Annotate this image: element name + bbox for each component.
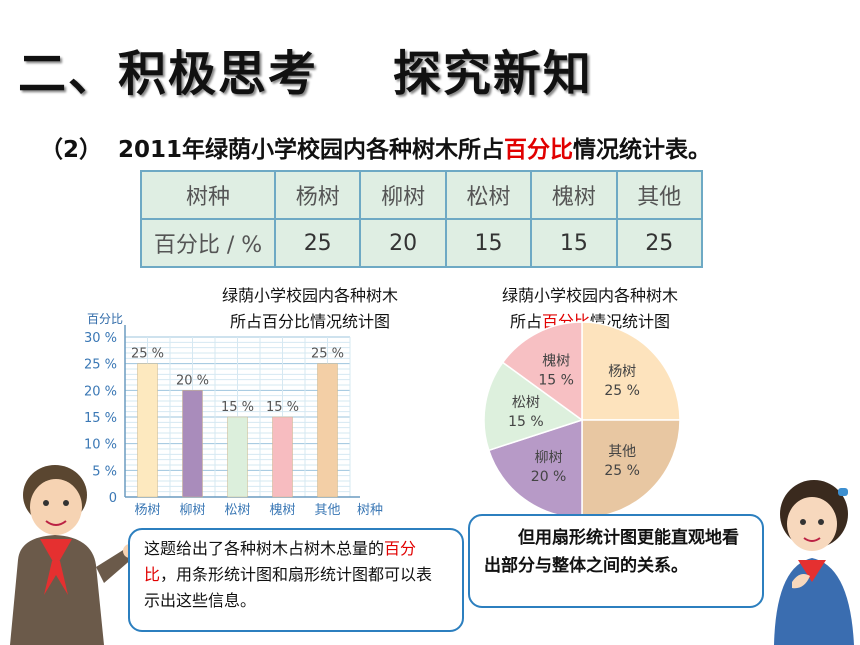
bar-value-label: 15 % bbox=[266, 400, 299, 415]
bar-chart-title: 绿荫小学校园内各种树木 所占百分比情况统计图 bbox=[185, 283, 435, 335]
pie-chart: 杨树 25 % 其他 25 % 柳树 20 % 松树 15 % 槐树 15 % bbox=[483, 321, 681, 519]
percentage-table: 树种 杨树 柳树 松树 槐树 其他 百分比 / % 25 20 15 15 25 bbox=[140, 170, 704, 268]
bar bbox=[272, 416, 293, 498]
y-tick-label: 10 % bbox=[84, 438, 117, 453]
pie-chart-title: 绿荫小学校园内各种树木 所占百分比情况统计图 bbox=[470, 283, 710, 335]
bubble-left-text2: ，用条形统计图和扇形统计图都可以表示出这些信息。 bbox=[144, 565, 433, 610]
bar-title-line2: 所占百分比情况统计图 bbox=[229, 312, 390, 331]
page-heading: 二、积极思考 探究新知 bbox=[18, 46, 593, 102]
table-cell: 杨树 bbox=[273, 170, 362, 220]
table-cell: 百分比 / % bbox=[140, 218, 276, 268]
speech-bubble-left: 这题给出了各种树木占树木总量的百分比，用条形统计图和扇形统计图都可以表示出这些信… bbox=[128, 528, 464, 632]
pie-value-label: 15 % bbox=[538, 372, 574, 388]
bar-value-label: 20 % bbox=[176, 373, 209, 388]
subtitle-highlight: 百分比 bbox=[504, 137, 574, 163]
pie-slice bbox=[483, 361, 584, 452]
bar-chart: 0 5 % 10 % 15 % 20 % 25 % 30 % 百分比 25 % 杨树 20 % 柳树 1… bbox=[84, 312, 383, 518]
bar-value-label: 25 % bbox=[131, 347, 164, 362]
bar bbox=[137, 363, 158, 498]
pie-slice bbox=[501, 321, 583, 422]
table-header-row: 树种 杨树 柳树 松树 槐树 其他 bbox=[140, 170, 704, 220]
table-cell: 25 bbox=[273, 218, 362, 268]
speech-bubble-right: 但用扇形统计图更能直观地看出部分与整体之间的关系。 bbox=[468, 514, 764, 608]
table-row: 百分比 / % 25 20 15 15 25 bbox=[140, 218, 704, 268]
pie-value-label: 25 % bbox=[604, 463, 640, 479]
x-axis-label: 树种 bbox=[357, 503, 383, 518]
bubble-left-highlight1: 百 bbox=[384, 539, 401, 558]
bar-value-label: 25 % bbox=[311, 347, 344, 362]
x-tick-label: 槐树 bbox=[269, 502, 295, 518]
pie-slice-label: 松树 bbox=[512, 395, 540, 411]
pie-title-line1: 绿荫小学校园内各种树木 bbox=[501, 286, 678, 305]
table-cell: 松树 bbox=[444, 170, 533, 220]
table-cell: 树种 bbox=[140, 170, 276, 220]
girl-student-illustration bbox=[774, 480, 854, 645]
table-cell: 15 bbox=[530, 218, 618, 268]
pie-value-label: 20 % bbox=[531, 469, 567, 485]
pie-title-prefix: 所占 bbox=[509, 312, 542, 331]
question-subtitle: （2） 2011年绿荫小学校园内各种树木所占百分比情况统计表。 bbox=[40, 130, 711, 164]
pie-slice-label: 其他 bbox=[608, 444, 636, 460]
bar-title-line1: 绿荫小学校园内各种树木 bbox=[221, 286, 398, 305]
table-cell: 柳树 bbox=[359, 170, 447, 220]
y-tick-label: 5 % bbox=[92, 464, 117, 479]
pie-slice-label: 杨树 bbox=[608, 364, 636, 380]
y-tick-label: 15 % bbox=[84, 411, 117, 426]
y-tick-label: 0 bbox=[109, 491, 117, 506]
bar bbox=[227, 416, 248, 498]
table-cell: 其他 bbox=[615, 170, 704, 220]
table-cell: 槐树 bbox=[530, 170, 618, 220]
pie-value-label: 15 % bbox=[508, 414, 544, 430]
pie-slice bbox=[581, 321, 681, 421]
x-tick-label: 杨树 bbox=[134, 503, 160, 518]
y-axis-label: 百分比 bbox=[87, 312, 123, 326]
y-tick-label: 20 % bbox=[84, 384, 117, 399]
x-tick-label: 柳树 bbox=[179, 503, 205, 518]
table-cell: 25 bbox=[615, 218, 704, 268]
x-tick-label: 其他 bbox=[314, 503, 340, 518]
x-tick-label: 松树 bbox=[224, 503, 250, 518]
boy-student-illustration bbox=[10, 465, 135, 645]
y-tick-label: 25 % bbox=[84, 358, 117, 373]
subtitle-prefix: （2） 2011年绿荫小学校园内各种树木所占 bbox=[40, 137, 505, 163]
table-cell: 15 bbox=[444, 218, 533, 268]
subtitle-suffix: 情况统计表。 bbox=[573, 137, 712, 163]
bar bbox=[182, 390, 203, 498]
bubble-left-highlight2: 分比 bbox=[144, 539, 417, 584]
bar-value-label: 15 % bbox=[221, 400, 254, 415]
pie-slice-label: 柳树 bbox=[535, 449, 563, 466]
bubble-left-text1: 这题给出了各种树木占树木总量的 bbox=[144, 539, 385, 558]
pie-value-label: 25 % bbox=[604, 383, 640, 399]
y-tick-label: 30 % bbox=[84, 331, 117, 346]
pie-slice-label: 槐树 bbox=[542, 353, 570, 369]
bar bbox=[317, 363, 338, 498]
table-cell: 20 bbox=[359, 218, 447, 268]
